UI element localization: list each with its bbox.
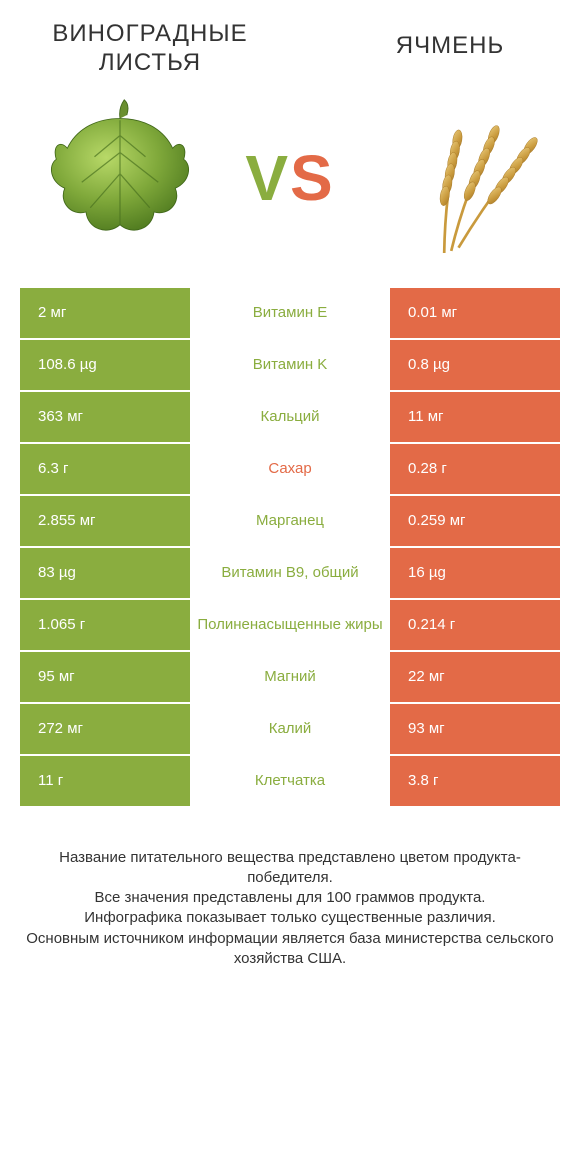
- footer-notes: Название питательного вещества представл…: [0, 808, 580, 990]
- cell-right-value: 3.8 г: [390, 756, 560, 806]
- vs-v-letter: V: [245, 142, 290, 214]
- barley-image: [370, 93, 550, 263]
- cell-nutrient-name: Клетчатка: [190, 756, 390, 806]
- cell-nutrient-name: Витамин E: [190, 288, 390, 338]
- cell-right-value: 0.259 мг: [390, 496, 560, 546]
- table-row: 363 мгКальций11 мг: [20, 392, 560, 444]
- cell-nutrient-name: Марганец: [190, 496, 390, 546]
- table-row: 1.065 гПолиненасыщенные жиры0.214 г: [20, 600, 560, 652]
- footer-line-2: Все значения представлены для 100 граммо…: [20, 888, 560, 908]
- table-row: 6.3 гСахар0.28 г: [20, 444, 560, 496]
- table-row: 272 мгКалий93 мг: [20, 704, 560, 756]
- cell-nutrient-name: Калий: [190, 704, 390, 754]
- cell-left-value: 11 г: [20, 756, 190, 806]
- cell-right-value: 16 µg: [390, 548, 560, 598]
- cell-left-value: 2.855 мг: [20, 496, 190, 546]
- grape-leaf-image: [30, 93, 210, 263]
- cell-left-value: 95 мг: [20, 652, 190, 702]
- cell-left-value: 83 µg: [20, 548, 190, 598]
- title-right: Ячмень: [360, 20, 540, 61]
- barley-icon: [370, 103, 550, 253]
- cell-right-value: 0.01 мг: [390, 288, 560, 338]
- header: Виноградные листья Ячмень: [0, 0, 580, 88]
- footer-line-1: Название питательного вещества представл…: [20, 848, 560, 889]
- vs-s-letter: S: [290, 142, 335, 214]
- cell-nutrient-name: Полиненасыщенные жиры: [190, 600, 390, 650]
- cell-nutrient-name: Сахар: [190, 444, 390, 494]
- cell-nutrient-name: Кальций: [190, 392, 390, 442]
- cell-left-value: 363 мг: [20, 392, 190, 442]
- cell-right-value: 0.214 г: [390, 600, 560, 650]
- footer-line-4: Основным источником информации является …: [20, 929, 560, 970]
- cell-left-value: 6.3 г: [20, 444, 190, 494]
- cell-nutrient-name: Витамин B9, общий: [190, 548, 390, 598]
- grape-leaf-icon: [35, 93, 205, 263]
- cell-left-value: 272 мг: [20, 704, 190, 754]
- cell-left-value: 108.6 µg: [20, 340, 190, 390]
- table-row: 108.6 µgВитамин K0.8 µg: [20, 340, 560, 392]
- cell-right-value: 22 мг: [390, 652, 560, 702]
- images-row: VS: [0, 88, 580, 288]
- footer-line-3: Инфографика показывает только существенн…: [20, 908, 560, 928]
- cell-nutrient-name: Витамин K: [190, 340, 390, 390]
- cell-right-value: 0.8 µg: [390, 340, 560, 390]
- cell-left-value: 2 мг: [20, 288, 190, 338]
- table-row: 2 мгВитамин E0.01 мг: [20, 288, 560, 340]
- comparison-table: 2 мгВитамин E0.01 мг108.6 µgВитамин K0.8…: [20, 288, 560, 808]
- table-row: 2.855 мгМарганец0.259 мг: [20, 496, 560, 548]
- vs-label: VS: [245, 141, 334, 215]
- cell-right-value: 0.28 г: [390, 444, 560, 494]
- table-row: 95 мгМагний22 мг: [20, 652, 560, 704]
- cell-left-value: 1.065 г: [20, 600, 190, 650]
- cell-right-value: 93 мг: [390, 704, 560, 754]
- title-left: Виноградные листья: [40, 20, 260, 78]
- table-row: 11 гКлетчатка3.8 г: [20, 756, 560, 808]
- cell-nutrient-name: Магний: [190, 652, 390, 702]
- table-row: 83 µgВитамин B9, общий16 µg: [20, 548, 560, 600]
- cell-right-value: 11 мг: [390, 392, 560, 442]
